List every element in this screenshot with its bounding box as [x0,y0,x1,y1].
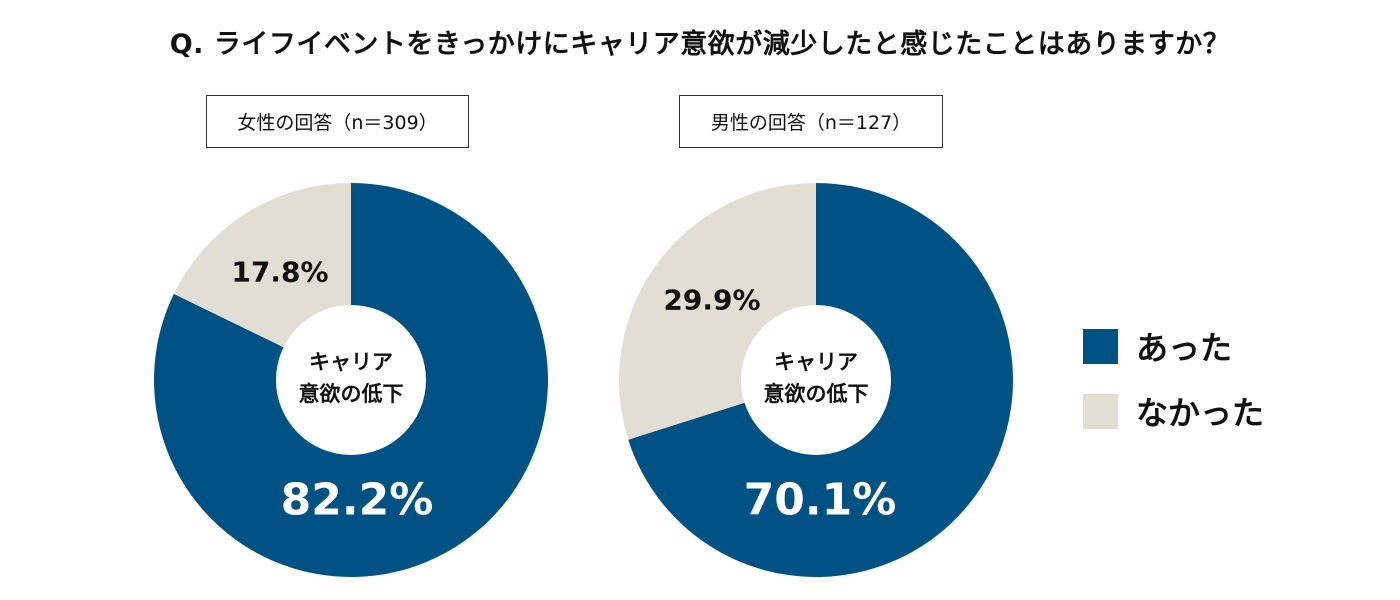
legend-label: あった [1136,329,1233,367]
legend-swatch [1083,393,1118,429]
center-line-2: 意欲の低下 [763,382,869,406]
legend-swatch [1083,328,1118,364]
center-line-1: キャリア [309,350,393,374]
donut-hole-1 [741,305,891,455]
donut-hole-0 [276,305,426,455]
male-label-yes: 70.1% [743,474,897,526]
male-header: 男性の回答（n＝127） [679,95,943,148]
legend-item-no: なかった [1083,388,1264,434]
center-line-2: 意欲の低下 [298,382,404,406]
female-label-no: 17.8% [231,255,329,289]
chart-title: Q. ライフイベントをきっかけにキャリア意欲が減少したと感じたことはありますか？ [169,29,1231,60]
female-header: 女性の回答（n＝309） [206,95,469,148]
male-label-no: 29.9% [663,283,761,317]
legend-item-yes: あった [1083,323,1232,369]
male-center-label: キャリア 意欲の低下 [764,346,869,410]
center-line-1: キャリア [774,350,858,374]
legend-label: なかった [1136,394,1265,432]
female-label-yes: 82.2% [280,474,434,526]
female-center-label: キャリア 意欲の低下 [299,346,404,410]
